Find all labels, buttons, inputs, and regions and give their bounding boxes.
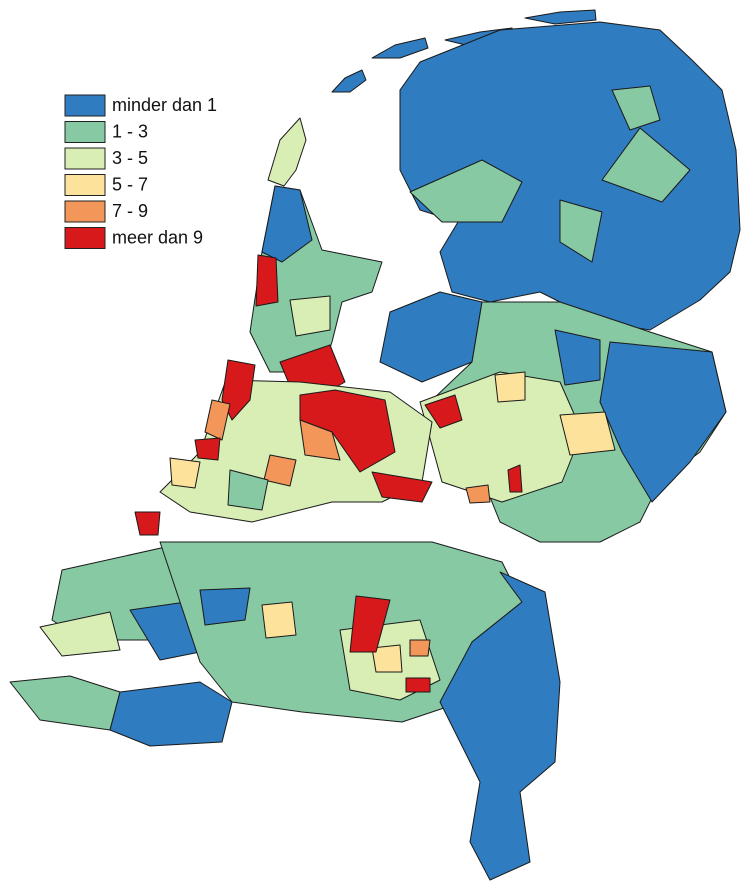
region (409, 639, 431, 657)
region (261, 185, 313, 263)
region (349, 595, 391, 653)
region (199, 587, 251, 626)
region (39, 611, 121, 657)
legend-label: 1 - 3 (112, 121, 148, 141)
regions (9, 9, 741, 881)
legend-swatch (64, 200, 106, 223)
region (494, 371, 526, 403)
region (289, 295, 331, 337)
region (194, 437, 221, 461)
region (465, 484, 491, 504)
legend-label: 3 - 5 (112, 148, 148, 168)
region (263, 454, 297, 487)
region (524, 9, 597, 25)
region (559, 411, 616, 456)
legend-label: meer dan 9 (112, 227, 203, 247)
region (371, 37, 429, 59)
region (405, 677, 431, 693)
region (371, 471, 433, 503)
region (424, 394, 463, 429)
legend-label: 7 - 9 (112, 201, 148, 221)
region (611, 85, 661, 131)
legend-swatch (64, 94, 106, 117)
legend-swatch (64, 227, 106, 249)
legend-swatch (64, 174, 106, 196)
region (507, 464, 523, 493)
region (204, 399, 231, 441)
region (109, 681, 233, 747)
region (409, 159, 523, 223)
region (169, 457, 201, 489)
legend-swatch (64, 121, 106, 143)
legend-label: minder dan 1 (112, 95, 217, 115)
region (439, 571, 561, 881)
legend-swatch (64, 147, 106, 170)
legend: minder dan 1 1 - 3 3 - 5 5 - 7 7 - 9 meer dan… (64, 94, 217, 249)
region (261, 601, 297, 639)
legend-label: 5 - 7 (112, 174, 148, 194)
region (227, 469, 269, 511)
region (599, 341, 727, 503)
region (331, 69, 367, 93)
region (554, 329, 601, 386)
region (9, 675, 121, 731)
region (255, 254, 279, 307)
region (371, 644, 403, 673)
region (601, 127, 691, 203)
region (299, 419, 341, 461)
region (134, 511, 161, 536)
region (559, 199, 603, 263)
region (267, 117, 307, 187)
